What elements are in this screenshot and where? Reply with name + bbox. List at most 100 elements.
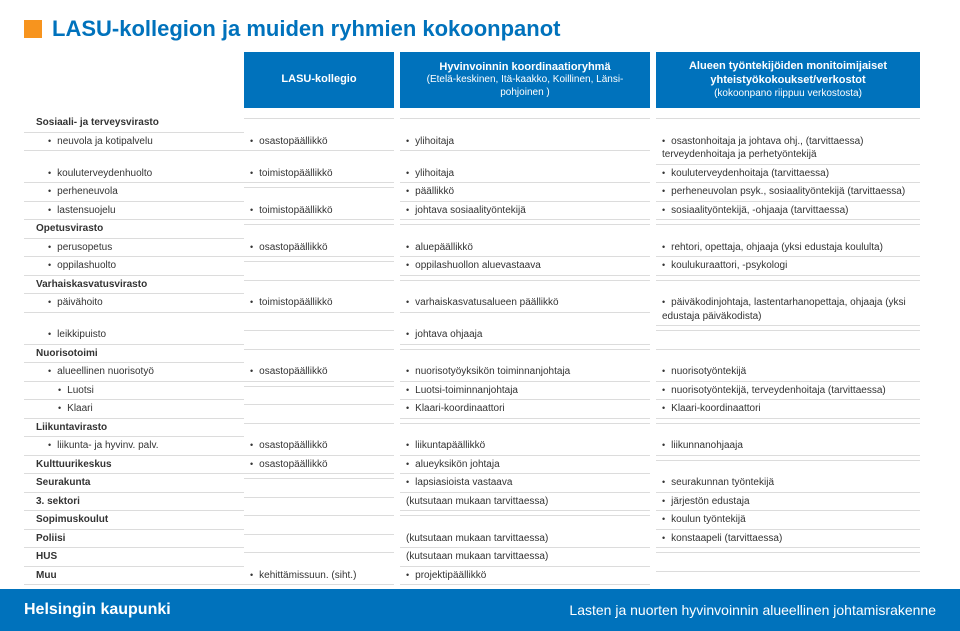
bullet-icon (406, 440, 415, 451)
row-label: Sopimuskoulut (24, 511, 244, 530)
header-col-koordinaatio: Hyvinvoinnin koordinaatioryhmä (Etelä-ke… (400, 52, 650, 108)
bullet-icon (250, 366, 259, 377)
table-row: leikkipuistojohtava ohjaaja (24, 326, 936, 345)
bullet-icon (58, 403, 67, 414)
cell (400, 276, 650, 281)
page: LASU-kollegion ja muiden ryhmien kokoonp… (0, 0, 960, 631)
bullet-icon (406, 366, 415, 377)
header-col-sub: (kokoonpano riippuu verkostosta) (714, 88, 862, 101)
table-row: perheneuvolapäällikköperheneuvolan psyk.… (24, 183, 936, 202)
table-row: Poliisi(kutsutaan mukaan tarvittaessa)ko… (24, 530, 936, 549)
table-row: Sopimuskoulut koulun työntekijä (24, 511, 936, 530)
cell-verkosto: koulukuraattori, -psykologi (656, 257, 920, 276)
cell-verkosto: nuorisotyöntekijä (656, 363, 920, 382)
row-label: Luotsi (24, 382, 244, 401)
cell-lasu (244, 382, 394, 387)
header-col-title: LASU-kollegio (281, 73, 356, 87)
footer-bar: Helsingin kaupunki Lasten ja nuorten hyv… (0, 589, 960, 631)
cell (400, 419, 650, 424)
cell-verkosto (656, 567, 920, 572)
header-col-sub: (Etelä-keskinen, Itä-kaakko, Koillinen, … (410, 74, 640, 99)
cell (400, 345, 650, 350)
table-row: perusopetusosastopäällikköaluepäällikkör… (24, 239, 936, 258)
table-row: alueellinen nuorisotyöosastopäällikkönuo… (24, 363, 936, 382)
row-label: Nuorisotoimi (24, 345, 244, 364)
bullet-icon (662, 514, 671, 525)
cell-verkosto: liikunnanohjaaja (656, 437, 920, 456)
table-row: Seurakunta lapsiasioista vastaava seurakun… (24, 474, 936, 493)
bullet-icon (48, 242, 57, 253)
cell-koord: liikuntapäällikkö (400, 437, 650, 456)
table-row: neuvola ja kotipalveluosastopäällikköyli… (24, 133, 936, 165)
row-label: neuvola ja kotipalvelu (24, 133, 244, 152)
cell-lasu (244, 183, 394, 188)
bullet-icon (662, 205, 671, 216)
cell (244, 276, 394, 281)
bullet-icon (406, 477, 415, 488)
page-title: LASU-kollegion ja muiden ryhmien kokoonp… (52, 16, 560, 42)
row-label: Seurakunta (24, 474, 244, 493)
bullet-icon (250, 205, 259, 216)
cell-verkosto: Klaari-koordinaattori (656, 400, 920, 419)
table-row: Liikuntavirasto (24, 419, 936, 438)
table-header: LASU-kollegio Hyvinvoinnin koordinaatior… (24, 52, 936, 108)
bullet-icon (48, 136, 57, 147)
row-label: Klaari (24, 400, 244, 419)
table-row: oppilashuoltooppilashuollon aluevastaava… (24, 257, 936, 276)
cell-koord: projektipäällikkö (400, 567, 650, 586)
table-row: liikunta- ja hyvinv. palv.osastopäällikk… (24, 437, 936, 456)
cell (656, 276, 920, 281)
table-row: Muukehittämissuun. (siht.)projektipäälli… (24, 567, 936, 586)
cell-verkosto: rehtori, opettaja, ohjaaja (yksi edustaj… (656, 239, 920, 258)
cell-koord: (kutsutaan mukaan tarvittaessa) (400, 548, 650, 567)
cell-lasu: toimistopäällikkö (244, 202, 394, 221)
cell-lasu: toimistopäällikkö (244, 294, 394, 313)
cell-lasu (244, 530, 394, 535)
cell-koord: alueyksikön johtaja (400, 456, 650, 475)
bullet-icon (250, 242, 259, 253)
row-label: kouluterveydenhuolto (24, 165, 244, 184)
bullet-icon (662, 403, 671, 414)
cell (244, 114, 394, 119)
cell-lasu (244, 548, 394, 553)
cell-verkosto: koulun työntekijä (656, 511, 920, 530)
table-row: Varhaiskasvatusvirasto (24, 276, 936, 295)
table-row: Kulttuurikeskusosastopäällikköalueyksikö… (24, 456, 936, 475)
title-row: LASU-kollegion ja muiden ryhmien kokoonp… (24, 16, 936, 42)
cell-verkosto: seurakunnan työntekijä (656, 474, 920, 493)
cell-verkosto (656, 456, 920, 461)
bullet-icon (662, 366, 671, 377)
table-row: kouluterveydenhuoltotoimistopäällikköyli… (24, 165, 936, 184)
row-label: Opetusvirasto (24, 220, 244, 239)
cell-verkosto: konstaapeli (tarvittaessa) (656, 530, 920, 549)
row-label: päivähoito (24, 294, 244, 313)
row-label: Kulttuurikeskus (24, 456, 244, 475)
bullet-icon (48, 260, 57, 271)
row-label: leikkipuisto (24, 326, 244, 345)
cell-koord: lapsiasioista vastaava (400, 474, 650, 493)
cell-verkosto: perheneuvolan psyk., sosiaalityöntekijä … (656, 183, 920, 202)
cell-lasu (244, 511, 394, 516)
bullet-icon (662, 385, 671, 396)
bullet-icon (406, 385, 415, 396)
cell-verkosto: päiväkodinjohtaja, lastentarhanopettaja,… (656, 294, 920, 326)
cell (400, 114, 650, 119)
bullet-icon (250, 136, 259, 147)
bullet-icon (406, 186, 415, 197)
bullet-icon (406, 242, 415, 253)
bullet-icon (48, 205, 57, 216)
bullet-icon (48, 297, 57, 308)
bullet-icon (406, 329, 415, 340)
cell-verkosto (656, 326, 920, 331)
table-row: päivähoitotoimistopäällikkövarhaiskasvat… (24, 294, 936, 326)
bullet-icon (406, 168, 415, 179)
cell-koord: Klaari-koordinaattori (400, 400, 650, 419)
bullet-icon (406, 570, 415, 581)
cell-lasu: osastopäällikkö (244, 239, 394, 258)
cell-koord: ylihoitaja (400, 133, 650, 152)
cell-lasu (244, 400, 394, 405)
bullet-icon (48, 186, 57, 197)
row-label: HUS (24, 548, 244, 567)
cell (244, 345, 394, 350)
cell-verkosto: järjestön edustaja (656, 493, 920, 512)
